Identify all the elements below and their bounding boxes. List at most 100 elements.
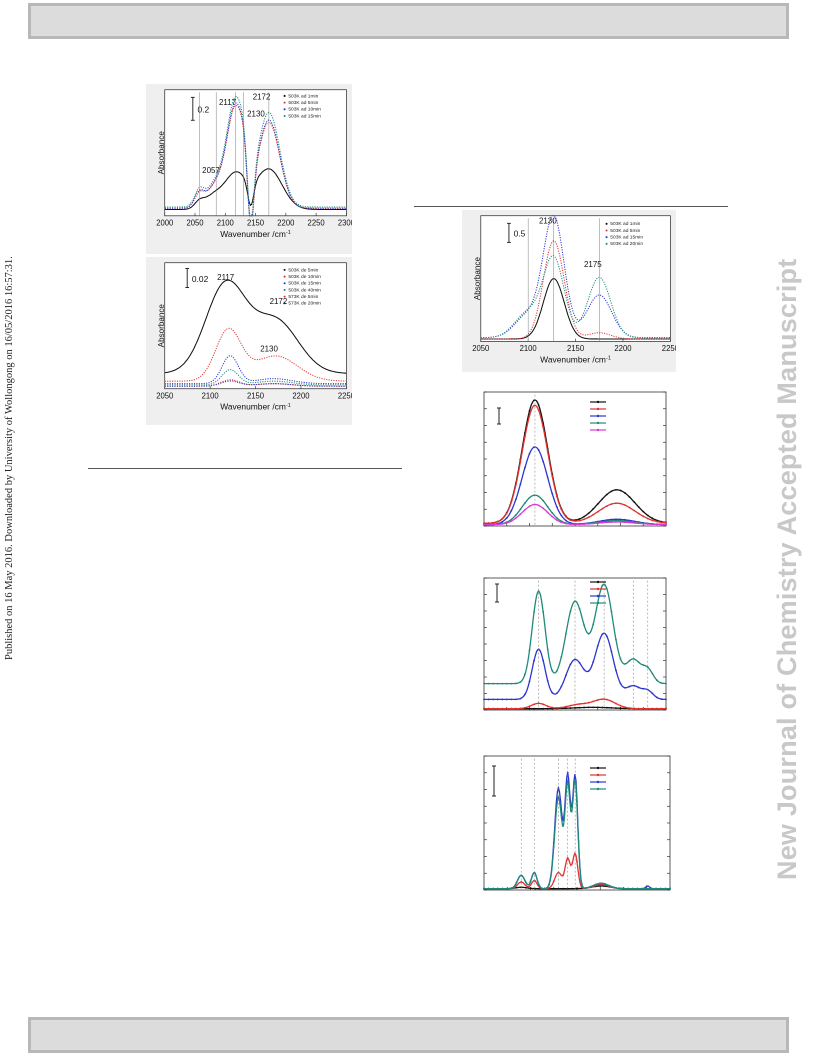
data-point xyxy=(645,885,648,888)
data-point xyxy=(578,661,581,664)
data-point xyxy=(548,883,550,886)
data-point xyxy=(637,506,640,508)
data-point xyxy=(624,504,626,507)
data-point xyxy=(565,674,567,677)
data-point xyxy=(660,682,663,684)
data-point xyxy=(627,887,630,890)
legend-marker xyxy=(283,295,286,298)
legend-label: 503K ad 1min xyxy=(610,221,640,227)
x-tick-label: 2050 xyxy=(186,218,203,227)
data-point xyxy=(534,872,537,875)
x-tick-label: 2250 xyxy=(662,344,676,353)
data-point xyxy=(601,706,604,709)
data-point xyxy=(619,518,622,521)
data-point xyxy=(533,503,535,506)
x-tick-label: 2100 xyxy=(520,344,537,353)
data-point xyxy=(592,508,595,510)
data-point xyxy=(576,860,578,863)
data-point xyxy=(546,476,549,479)
data-point xyxy=(596,510,599,513)
data-point xyxy=(646,523,649,525)
data-point xyxy=(656,520,658,523)
data-point xyxy=(617,887,620,890)
data-point xyxy=(555,505,558,508)
data-point xyxy=(487,887,490,890)
figure-panel-spectra-e xyxy=(480,574,670,720)
data-point xyxy=(524,884,527,887)
data-point xyxy=(646,517,649,520)
data-point xyxy=(551,512,554,514)
data-point xyxy=(542,426,545,429)
data-point xyxy=(650,887,653,890)
data-point xyxy=(583,624,585,627)
data-point xyxy=(537,404,540,406)
data-point xyxy=(578,703,581,705)
data-point xyxy=(615,707,617,709)
data-point xyxy=(487,707,490,710)
data-point xyxy=(610,503,613,506)
data-point xyxy=(599,883,602,886)
data-point xyxy=(546,505,549,508)
data-point xyxy=(501,523,504,525)
data-point xyxy=(569,610,572,613)
data-point xyxy=(537,504,540,507)
data-point xyxy=(510,520,513,522)
series-line xyxy=(164,327,347,382)
data-point xyxy=(534,880,537,882)
x-tick-label: 2150 xyxy=(247,391,264,400)
data-point xyxy=(538,885,541,888)
data-point xyxy=(552,846,555,848)
data-point xyxy=(583,702,585,705)
data-point xyxy=(519,508,522,511)
data-point xyxy=(524,508,526,511)
y-axis-label: Absorbance xyxy=(157,131,166,175)
data-point xyxy=(637,522,640,525)
legend-label: 503K de 5min xyxy=(288,267,318,273)
data-point xyxy=(520,881,523,883)
series-line xyxy=(164,369,347,386)
data-point xyxy=(560,685,563,688)
x-axis-label: Wavenumber /cm-1 xyxy=(540,354,611,364)
data-point xyxy=(624,521,626,524)
data-point xyxy=(610,519,613,522)
data-point xyxy=(569,707,572,709)
data-point xyxy=(483,698,485,701)
data-point xyxy=(529,880,532,883)
data-point xyxy=(576,887,578,890)
data-point xyxy=(501,707,504,710)
x-tick-label: 2000 xyxy=(156,218,173,227)
data-point xyxy=(519,461,522,463)
data-point xyxy=(510,707,513,710)
series-line xyxy=(164,355,347,385)
plot-area xyxy=(483,391,667,527)
data-point xyxy=(492,682,494,685)
data-point xyxy=(501,682,504,685)
data-point xyxy=(483,707,485,710)
data-point xyxy=(651,523,654,526)
data-point xyxy=(619,657,622,660)
data-point xyxy=(571,887,574,890)
data-point xyxy=(537,702,540,705)
peak-label: 2130 xyxy=(247,109,265,118)
data-point xyxy=(528,649,531,652)
data-point xyxy=(519,483,522,486)
data-point xyxy=(565,522,567,525)
data-point xyxy=(637,661,640,664)
data-point xyxy=(651,672,654,675)
data-point xyxy=(496,682,499,685)
data-point xyxy=(578,607,581,610)
data-point xyxy=(583,523,585,526)
data-point xyxy=(605,587,608,590)
data-point xyxy=(592,522,595,525)
data-point xyxy=(619,489,622,492)
series-line xyxy=(164,279,347,374)
data-point xyxy=(528,505,531,508)
x-tick-label: 2150 xyxy=(247,218,264,227)
data-point xyxy=(562,887,564,890)
data-point xyxy=(587,670,590,672)
series-line xyxy=(164,168,347,211)
data-point xyxy=(619,502,622,505)
